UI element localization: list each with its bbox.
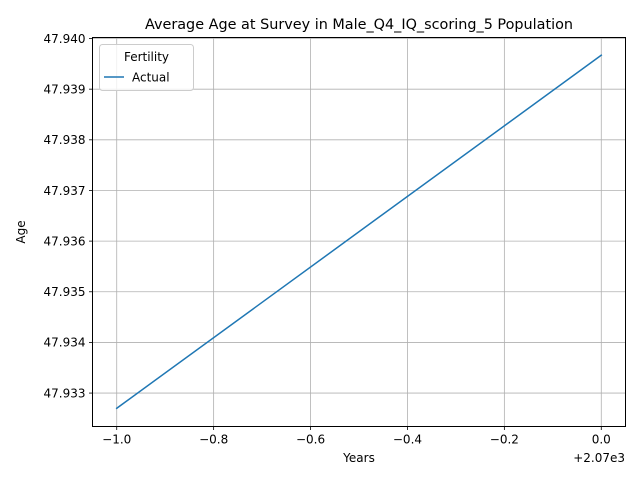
y-tick-label: 47.939 <box>44 82 86 96</box>
y-tick-label: 47.938 <box>44 133 86 147</box>
y-axis: 47.933 47.934 47.935 47.936 47.937 47.938 47.9… <box>44 32 93 400</box>
legend-title: Fertility <box>124 50 169 64</box>
y-tick-label: 47.933 <box>44 386 86 400</box>
chart-title: Average Age at Survey in Male_Q4_IQ_scor… <box>145 17 573 33</box>
legend-label-actual: Actual <box>132 71 170 85</box>
x-tick-label: −0.2 <box>490 433 519 447</box>
y-tick-label: 47.934 <box>44 336 86 350</box>
legend: Fertility Actual <box>99 44 194 91</box>
x-tick-label: −1.0 <box>102 433 131 447</box>
grid <box>92 37 626 427</box>
y-tick-label: 47.937 <box>44 184 86 198</box>
y-axis-label: Age <box>14 220 28 243</box>
x-axis-offset-label: +2.07e3 <box>573 451 625 465</box>
legend-box <box>99 44 194 91</box>
x-axis: −1.0 −0.8 −0.6 −0.4 −0.2 0.0 <box>102 426 611 447</box>
x-tick-label: 0.0 <box>592 433 611 447</box>
series-line-actual <box>115 54 603 410</box>
x-tick-label: −0.4 <box>393 433 422 447</box>
y-tick-label: 47.940 <box>44 32 86 46</box>
x-axis-label: Years <box>342 451 375 465</box>
y-tick-label: 47.936 <box>44 234 86 248</box>
x-tick-label: −0.6 <box>296 433 325 447</box>
x-tick-label: −0.8 <box>199 433 228 447</box>
y-tick-label: 47.935 <box>44 285 86 299</box>
plot-frame <box>92 37 626 427</box>
series-layer <box>115 54 603 410</box>
